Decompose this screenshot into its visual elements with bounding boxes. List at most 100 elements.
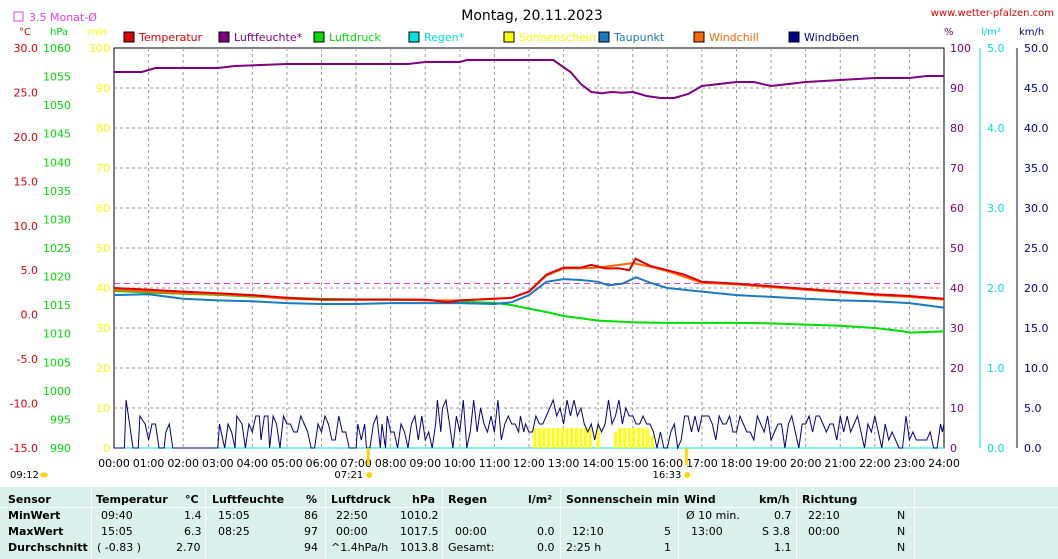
time-axis-tick-label: 22:00 xyxy=(859,457,891,470)
legend-swatch xyxy=(218,31,230,43)
sun-axis-tick-label: 70 xyxy=(96,162,110,175)
rain-axis-tick-label: 1.0 xyxy=(987,362,1005,375)
stats-min-dir: N xyxy=(897,509,906,522)
time-axis-tick-label: 17:00 xyxy=(686,457,718,470)
wind-axis-tick-label: 35.0 xyxy=(1024,162,1049,175)
stats-col-sep xyxy=(914,487,915,559)
stats-avg-hum: 94 xyxy=(304,541,318,554)
sunshine-bar xyxy=(583,428,587,448)
stats-min-temp-time: 09:40 xyxy=(101,509,133,522)
temp-axis-tick-label: 5.0 xyxy=(21,264,39,277)
legend-swatch xyxy=(313,31,325,43)
humidity-axis-tick-label: 80 xyxy=(950,122,964,135)
time-axis-tick-label: 20:00 xyxy=(790,457,822,470)
time-axis-tick-label: 11:00 xyxy=(479,457,511,470)
gusts-line xyxy=(114,398,945,450)
legend-entry: Luftfeuchte* xyxy=(234,31,303,44)
sun-axis-tick-label: 20 xyxy=(96,362,110,375)
sunshine-bar xyxy=(561,428,565,448)
sun-axis-tick-label: 0 xyxy=(103,442,110,455)
temp-axis-tick-label: 20.0 xyxy=(14,131,39,144)
wind-axis-tick-label: 45.0 xyxy=(1024,82,1049,95)
stats-avg-sun-total: 2:25 h xyxy=(566,541,602,554)
sun-axis-tick-label: 100 xyxy=(89,42,110,55)
stats-max-temp-time: 15:05 xyxy=(101,525,133,538)
pressure-axis-tick-label: 1060 xyxy=(43,42,71,55)
pressure-axis-tick-label: 1050 xyxy=(43,99,71,112)
temp-axis-tick-label: 30.0 xyxy=(14,42,39,55)
humidity-line xyxy=(114,59,944,99)
sun-axis-tick-label: 60 xyxy=(96,202,110,215)
pressure-axis-tick-label: 1025 xyxy=(43,242,71,255)
stats-col-sep xyxy=(205,487,206,559)
sunshine-bar xyxy=(632,428,636,448)
stats-max-label: MaxWert xyxy=(8,525,64,538)
wind-axis-tick-label: 40.0 xyxy=(1024,122,1049,135)
sunshine-bar xyxy=(556,428,560,448)
rain-axis-tick-label: 0.0 xyxy=(987,442,1005,455)
stats-max-rain: 0.0 xyxy=(537,525,555,538)
stats-min-wind: 0.7 xyxy=(774,509,792,522)
stats-header-hum: Luftfeuchte xyxy=(212,493,285,506)
stats-header-hum-unit: % xyxy=(306,493,318,506)
stats-table: Sensor Temperatur °C Luftfeuchte % Luftd… xyxy=(0,487,1058,559)
wind-axis-tick-label: 25.0 xyxy=(1024,242,1049,255)
stats-header-wind: Wind xyxy=(684,493,716,506)
legend-swatch xyxy=(408,31,420,43)
humidity-axis-tick-label: 100 xyxy=(950,42,971,55)
pressure-axis-tick-label: 1030 xyxy=(43,213,71,226)
time-axis-tick-label: 21:00 xyxy=(824,457,856,470)
stats-min-label: MinWert xyxy=(8,509,61,522)
sunshine-bar xyxy=(613,432,617,448)
time-axis-tick-label: 16:00 xyxy=(651,457,683,470)
time-axis-tick-label: 13:00 xyxy=(548,457,580,470)
stats-header-sensor: Sensor xyxy=(8,493,51,506)
stats-header-press: Luftdruck xyxy=(331,493,391,506)
rain-axis-tick-label: 2.0 xyxy=(987,282,1005,295)
sunshine-bar xyxy=(646,428,650,448)
temp-axis-tick-label: 10.0 xyxy=(14,220,39,233)
stats-max-hum-time: 08:25 xyxy=(218,525,250,538)
stats-col-sep xyxy=(91,487,92,559)
humidity-axis-tick-label: 70 xyxy=(950,162,964,175)
pressure-axis-tick-label: 995 xyxy=(50,413,71,426)
pressure-axis-tick-label: 1000 xyxy=(43,385,71,398)
stats-header-sun: Sonnenschein min xyxy=(566,493,680,506)
temp-axis-tick-label: 0.0 xyxy=(21,309,39,322)
time-axis-tick-label: 03:00 xyxy=(202,457,234,470)
first-sun-icon xyxy=(40,472,48,478)
rain-axis-unit: l/m² xyxy=(981,27,1001,38)
stats-header-press-unit: hPa xyxy=(412,493,436,506)
stats-max-press-time: 00:00 xyxy=(336,525,368,538)
stats-max-dir: N xyxy=(897,525,906,538)
sunshine-bar xyxy=(650,436,654,448)
chart-axes: 30.0 25.0 20.0 15.0 10.0 5.0 0.0 -5.0 -10.0 -15.0… xyxy=(10,27,1049,470)
time-axis-tick-label: 05:00 xyxy=(271,457,303,470)
pressure-axis-tick-label: 1055 xyxy=(43,71,71,84)
sunshine-bar xyxy=(588,428,592,448)
sun-axis-tick-label: 30 xyxy=(96,322,110,335)
time-axis-tick-label: 02:00 xyxy=(167,457,199,470)
website-label: www.wetter-pfalzen.com xyxy=(931,8,1054,19)
sun-axis-tick-label: 40 xyxy=(96,282,110,295)
stats-min-wind-label: Ø 10 min. xyxy=(686,509,740,522)
pressure-axis-tick-label: 1015 xyxy=(43,299,71,312)
stats-max-temp: 6.3 xyxy=(184,525,202,538)
legend-swatch xyxy=(123,31,135,43)
legend-entry: Windböen xyxy=(804,31,859,44)
stats-max-sun-time: 12:10 xyxy=(572,525,604,538)
humidity-axis-tick-label: 20 xyxy=(950,362,964,375)
sunshine-bar xyxy=(618,428,622,448)
chart-grid xyxy=(113,47,945,449)
time-axis-tick-label: 14:00 xyxy=(582,457,614,470)
wind-axis-tick-label: 15.0 xyxy=(1024,322,1049,335)
wind-axis-tick-label: 0.0 xyxy=(1024,442,1042,455)
stats-max-sun: 5 xyxy=(664,525,671,538)
humidity-axis-tick-label: 60 xyxy=(950,202,964,215)
time-axis-tick-label: 06:00 xyxy=(306,457,338,470)
sunset-time: 16:33 xyxy=(653,470,682,481)
sunshine-bar xyxy=(547,428,551,448)
legend-entry: Windchill xyxy=(709,31,759,44)
sunshine-bar xyxy=(627,428,631,448)
temp-axis-tick-label: -15.0 xyxy=(10,442,38,455)
